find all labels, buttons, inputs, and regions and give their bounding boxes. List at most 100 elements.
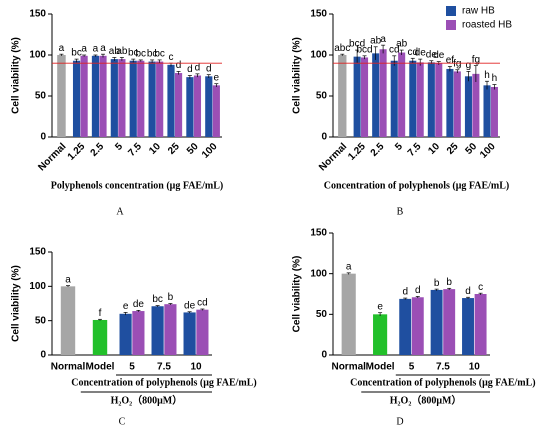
bar xyxy=(462,298,474,355)
x-tick-label: 10 xyxy=(190,362,202,373)
bar xyxy=(205,76,213,137)
bar xyxy=(72,60,81,137)
panel-label: D xyxy=(396,416,403,427)
bar xyxy=(186,77,194,137)
significance-letter: c xyxy=(169,52,174,63)
x-axis-title: Concentration of polyphenols (μg FAE/mL) xyxy=(350,377,536,388)
bar xyxy=(137,60,145,137)
x-tick-label: 7.5 xyxy=(436,362,450,373)
bar xyxy=(57,55,66,137)
significance-letter: h xyxy=(492,73,498,84)
y-axis-title: Cell viability (%) xyxy=(292,256,303,333)
y-tick-label: 0 xyxy=(321,132,327,143)
x-tick-label: Normal xyxy=(331,362,366,373)
bar xyxy=(472,73,480,137)
bar xyxy=(446,68,454,137)
group-label: H₂O₂（800μM） xyxy=(111,393,183,406)
significance-letter: a xyxy=(65,274,71,285)
y-axis-title: Cell viability (%) xyxy=(11,37,22,114)
bar xyxy=(80,55,88,137)
significance-letter: a xyxy=(93,44,99,55)
bar xyxy=(464,76,472,137)
significance-letter: de xyxy=(433,50,445,61)
x-axis-title: Concentration of polyphenols (μg FAE/mL) xyxy=(71,377,257,388)
bar xyxy=(196,309,209,355)
x-tick-label: 5 xyxy=(409,362,415,373)
bar xyxy=(443,289,456,355)
significance-letter: b xyxy=(434,278,440,289)
bar xyxy=(427,62,435,137)
y-tick-label: 0 xyxy=(40,132,46,143)
x-tick-label: 7.5 xyxy=(157,362,171,373)
significance-letter: ab xyxy=(109,46,121,57)
bar xyxy=(92,319,108,355)
x-tick-label: 1.25 xyxy=(66,141,88,163)
significance-letter: bc xyxy=(152,294,163,305)
significance-letter: e xyxy=(214,72,220,83)
x-tick-label: 7.5 xyxy=(406,141,424,159)
y-tick-label: 100 xyxy=(29,281,46,292)
x-tick-label: 100 xyxy=(478,141,498,161)
bar xyxy=(129,60,137,137)
panel-label: C xyxy=(119,416,126,427)
significance-letter: d xyxy=(402,287,408,298)
bar xyxy=(416,62,424,137)
x-tick-label: 5 xyxy=(129,362,135,373)
significance-letter: a xyxy=(100,43,106,54)
significance-letter: bc xyxy=(128,48,139,59)
bar xyxy=(399,298,412,355)
bar xyxy=(212,85,220,137)
y-tick-label: 150 xyxy=(310,9,327,20)
y-tick-label: 150 xyxy=(310,228,327,239)
group-label: H₂O₂（800μM） xyxy=(390,393,462,406)
x-tick-label: Normal xyxy=(36,141,68,173)
bar xyxy=(453,71,461,137)
significance-letter: g xyxy=(466,60,472,71)
significance-letter: a xyxy=(81,44,87,55)
bar xyxy=(430,289,443,355)
significance-letter: c xyxy=(478,282,483,293)
significance-letter: cd xyxy=(197,298,208,309)
y-tick-label: 50 xyxy=(316,309,328,320)
bar xyxy=(193,75,202,137)
y-axis-title: Cell viability (%) xyxy=(292,37,303,114)
significance-letter: bc xyxy=(71,48,82,59)
bar xyxy=(183,312,196,355)
x-tick-label: 2.5 xyxy=(369,141,387,159)
x-tick-label: Model xyxy=(366,362,395,373)
significance-letter: bc xyxy=(147,49,158,60)
significance-letter: b xyxy=(168,292,174,303)
significance-letter: de xyxy=(415,48,427,59)
significance-letter: e xyxy=(377,301,383,312)
x-tick-label: Model xyxy=(86,362,115,373)
significance-letter: cd xyxy=(389,44,400,55)
bar xyxy=(148,61,156,138)
y-tick-label: 100 xyxy=(29,50,46,61)
panel-label: A xyxy=(116,206,124,217)
x-axis-title: Concentration of polyphenols (μg FAE/mL) xyxy=(324,180,510,191)
bar xyxy=(474,294,487,355)
x-tick-label: 10 xyxy=(469,362,481,373)
y-tick-label: 0 xyxy=(321,350,327,361)
y-tick-label: 150 xyxy=(29,9,46,20)
significance-letter: cd xyxy=(408,47,419,58)
significance-letter: ab xyxy=(396,39,408,50)
y-tick-label: 50 xyxy=(316,91,328,102)
significance-letter: de xyxy=(426,49,438,60)
significance-letter: a xyxy=(380,34,386,45)
significance-letter: d xyxy=(415,285,421,296)
significance-letter: d xyxy=(176,60,182,71)
significance-letter: d xyxy=(465,286,471,297)
x-tick-label: Normal xyxy=(51,362,86,373)
panel-label: B xyxy=(397,206,404,217)
significance-letter: h xyxy=(484,70,490,81)
x-tick-label: 5 xyxy=(113,141,125,153)
bar xyxy=(490,86,498,137)
x-tick-label: 50 xyxy=(464,141,480,157)
significance-letter: a xyxy=(346,261,352,272)
significance-letter: de xyxy=(184,300,196,311)
significance-letter: bcd xyxy=(349,39,365,50)
significance-letter: ef xyxy=(446,55,455,66)
significance-letter: fg xyxy=(453,58,461,69)
